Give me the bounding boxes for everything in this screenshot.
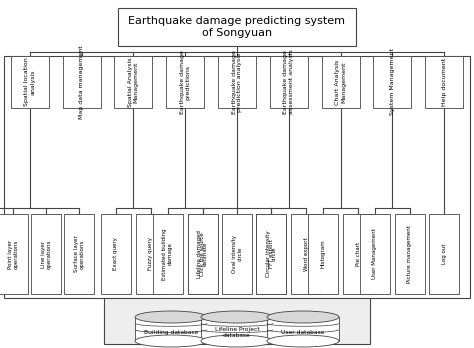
- Text: Histogram: Histogram: [320, 240, 326, 268]
- FancyBboxPatch shape: [63, 56, 100, 108]
- Text: Help document: Help document: [442, 58, 447, 106]
- FancyBboxPatch shape: [343, 214, 373, 294]
- FancyBboxPatch shape: [114, 56, 153, 108]
- FancyBboxPatch shape: [11, 56, 49, 108]
- Text: User Management: User Management: [373, 229, 377, 279]
- FancyBboxPatch shape: [308, 214, 338, 294]
- Text: System Management: System Management: [390, 49, 395, 116]
- FancyBboxPatch shape: [101, 214, 131, 294]
- FancyBboxPatch shape: [292, 214, 321, 294]
- Ellipse shape: [201, 311, 273, 323]
- FancyBboxPatch shape: [218, 56, 256, 108]
- Ellipse shape: [135, 335, 207, 347]
- Text: User database: User database: [281, 330, 325, 335]
- Text: Chart Analysis
Management: Chart Analysis Management: [335, 60, 346, 105]
- Text: Oval intensity
circle: Oval intensity circle: [232, 235, 242, 273]
- FancyBboxPatch shape: [64, 214, 94, 294]
- FancyBboxPatch shape: [188, 214, 218, 294]
- FancyBboxPatch shape: [153, 214, 182, 294]
- Text: Map data management: Map data management: [79, 45, 84, 119]
- Ellipse shape: [135, 311, 207, 323]
- Text: Earthquake damage
prediction analysis: Earthquake damage prediction analysis: [232, 50, 242, 114]
- Text: Spatial Analysis
Management: Spatial Analysis Management: [128, 57, 139, 107]
- Text: Building database: Building database: [144, 330, 198, 335]
- Text: Earthquake damage
assessment analysis: Earthquake damage assessment analysis: [283, 50, 294, 114]
- Ellipse shape: [267, 311, 339, 323]
- FancyBboxPatch shape: [104, 298, 370, 344]
- Text: Fuzzy query: Fuzzy query: [148, 237, 154, 270]
- Bar: [267, 317, 339, 341]
- Text: Log out: Log out: [442, 244, 447, 264]
- Text: Picture management: Picture management: [407, 225, 412, 283]
- Text: FFT export: FFT export: [269, 239, 274, 268]
- FancyBboxPatch shape: [374, 56, 411, 108]
- Text: Circular intensity
circle: Circular intensity circle: [265, 231, 276, 277]
- Text: Pie chart: Pie chart: [356, 242, 361, 266]
- Text: Exact query: Exact query: [113, 238, 118, 270]
- FancyBboxPatch shape: [0, 214, 28, 294]
- Text: Lifeline damaged
estimate: Lifeline damaged estimate: [197, 230, 208, 278]
- FancyBboxPatch shape: [395, 214, 425, 294]
- FancyBboxPatch shape: [222, 214, 252, 294]
- FancyBboxPatch shape: [118, 8, 356, 46]
- FancyBboxPatch shape: [360, 214, 390, 294]
- Ellipse shape: [201, 335, 273, 347]
- FancyBboxPatch shape: [136, 214, 166, 294]
- Text: Surface layer
operations: Surface layer operations: [74, 236, 85, 272]
- Bar: [135, 317, 207, 341]
- Text: Point layer
operations: Point layer operations: [8, 239, 19, 269]
- FancyBboxPatch shape: [256, 214, 286, 294]
- FancyBboxPatch shape: [425, 56, 463, 108]
- FancyBboxPatch shape: [188, 214, 218, 294]
- Text: Word export: Word export: [304, 237, 309, 271]
- FancyBboxPatch shape: [429, 214, 459, 294]
- Ellipse shape: [267, 335, 339, 347]
- Text: Line layer
operations: Line layer operations: [41, 239, 52, 269]
- FancyBboxPatch shape: [166, 56, 204, 108]
- Bar: [201, 317, 273, 341]
- Text: Earthquake damage
predictions: Earthquake damage predictions: [180, 50, 191, 114]
- Text: Lifeline Project
database: Lifeline Project database: [215, 327, 259, 338]
- FancyBboxPatch shape: [270, 56, 308, 108]
- FancyBboxPatch shape: [321, 56, 360, 108]
- Text: Click the source: Click the source: [201, 232, 206, 276]
- Text: Spatial location
analysis: Spatial location analysis: [25, 58, 35, 106]
- Text: Earthquake damage predicting system
of Songyuan: Earthquake damage predicting system of S…: [128, 16, 346, 38]
- FancyBboxPatch shape: [31, 214, 62, 294]
- FancyBboxPatch shape: [256, 214, 286, 294]
- Text: Estimated building
damage: Estimated building damage: [162, 228, 173, 280]
